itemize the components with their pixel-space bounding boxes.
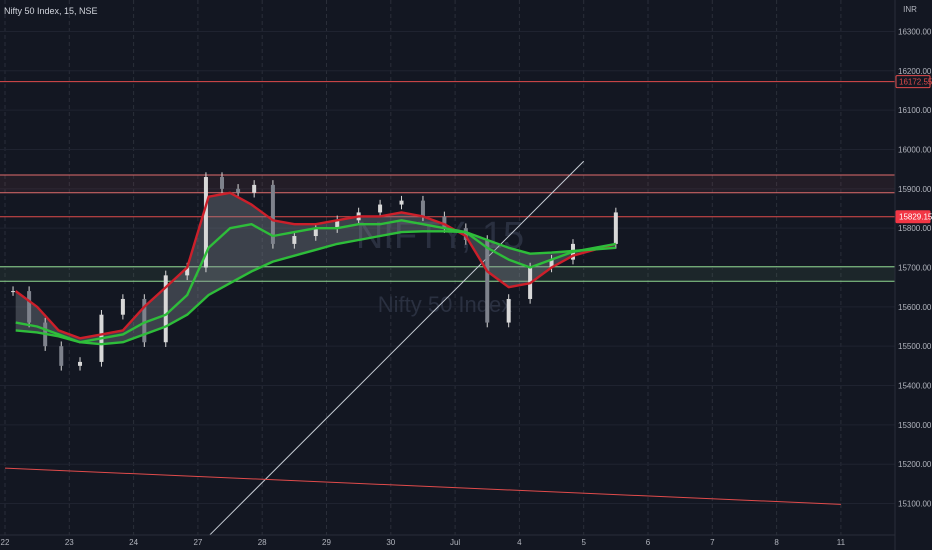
- x-tick-label: 11: [837, 538, 846, 547]
- y-tick-label: 16200.00: [898, 67, 932, 76]
- chart-title: Nifty 50 Index, 15, NSE: [4, 6, 98, 16]
- price-badge-label: 16172.55: [899, 78, 932, 87]
- moving-averages: [14, 191, 617, 346]
- price-badge: [895, 210, 931, 224]
- trendlines: [4, 160, 841, 548]
- candle-body: [292, 236, 297, 244]
- candle-body: [335, 220, 340, 229]
- candle-body: [549, 259, 554, 268]
- candle-body: [185, 267, 190, 276]
- candle-body: [203, 177, 208, 268]
- y-tick-label: 16100.00: [898, 106, 932, 115]
- price-axis: INR 16300.00 16200.00 16100.00 16000.00 15900…: [895, 0, 932, 550]
- candle-body: [613, 212, 618, 244]
- time-axis-bg: [0, 535, 932, 550]
- candle-body: [506, 298, 511, 323]
- candle-body: [399, 200, 404, 205]
- zone-fill: [0, 266, 895, 282]
- y-tick-label: 15200.00: [898, 460, 932, 469]
- x-tick-label: 5: [581, 538, 586, 547]
- candle-body: [120, 298, 125, 315]
- y-tick-label: 15500.00: [898, 342, 932, 351]
- x-tick-label: 7: [710, 538, 715, 547]
- candle-body: [220, 177, 225, 189]
- candle-body: [142, 298, 147, 343]
- trendline: [4, 467, 841, 505]
- y-tick-label: 15900.00: [898, 185, 932, 194]
- candle-body: [270, 184, 275, 244]
- price-axis-bg: [895, 0, 932, 550]
- zone-fill: [0, 175, 895, 193]
- moving-average-line: [15, 219, 617, 344]
- y-tick-label: 15400.00: [898, 382, 932, 391]
- candle-body: [463, 228, 468, 240]
- candle-body: [485, 239, 490, 323]
- y-tick-label: 16300.00: [898, 27, 932, 36]
- watermark-description: Nifty 50 Index: [378, 292, 513, 317]
- x-tick-label: Jul: [450, 538, 460, 547]
- y-tick-label: 16000.00: [898, 145, 932, 154]
- candle-body: [420, 200, 425, 217]
- moving-average-line: [14, 191, 617, 340]
- candle-body: [163, 275, 168, 343]
- x-tick-label: 6: [646, 538, 651, 547]
- x-tick-label: 4: [517, 538, 522, 547]
- y-tick-label: 15600.00: [898, 303, 932, 312]
- y-tick-label: 15100.00: [898, 500, 932, 509]
- candle-body: [59, 346, 64, 366]
- horizontal-levels: [0, 81, 895, 218]
- candle-body: [11, 291, 16, 293]
- trendline: [197, 160, 585, 548]
- y-tick-label: 15300.00: [898, 421, 932, 430]
- x-tick-label: 23: [65, 538, 74, 547]
- x-tick-label: 27: [193, 538, 202, 547]
- y-tick-label: 15700.00: [898, 264, 932, 273]
- candle-body: [27, 291, 32, 323]
- moving-average-line: [15, 230, 616, 346]
- x-tick-label: 28: [258, 538, 267, 547]
- candle-body: [442, 216, 447, 229]
- x-tick-label: 22: [1, 538, 10, 547]
- candle-body: [236, 188, 241, 193]
- candle-body: [378, 204, 383, 213]
- x-tick-label: 8: [774, 538, 779, 547]
- candle-body: [252, 184, 257, 193]
- x-tick-label: 30: [386, 538, 395, 547]
- y-tick-label: 15800.00: [898, 224, 932, 233]
- candle-body: [313, 228, 318, 237]
- currency-label: INR: [903, 5, 917, 14]
- price-badge-label: 15829.15: [899, 213, 932, 222]
- x-tick-label: 29: [322, 538, 331, 547]
- price-badge: [895, 75, 931, 89]
- candle-body: [78, 361, 83, 366]
- x-tick-label: 24: [129, 538, 138, 547]
